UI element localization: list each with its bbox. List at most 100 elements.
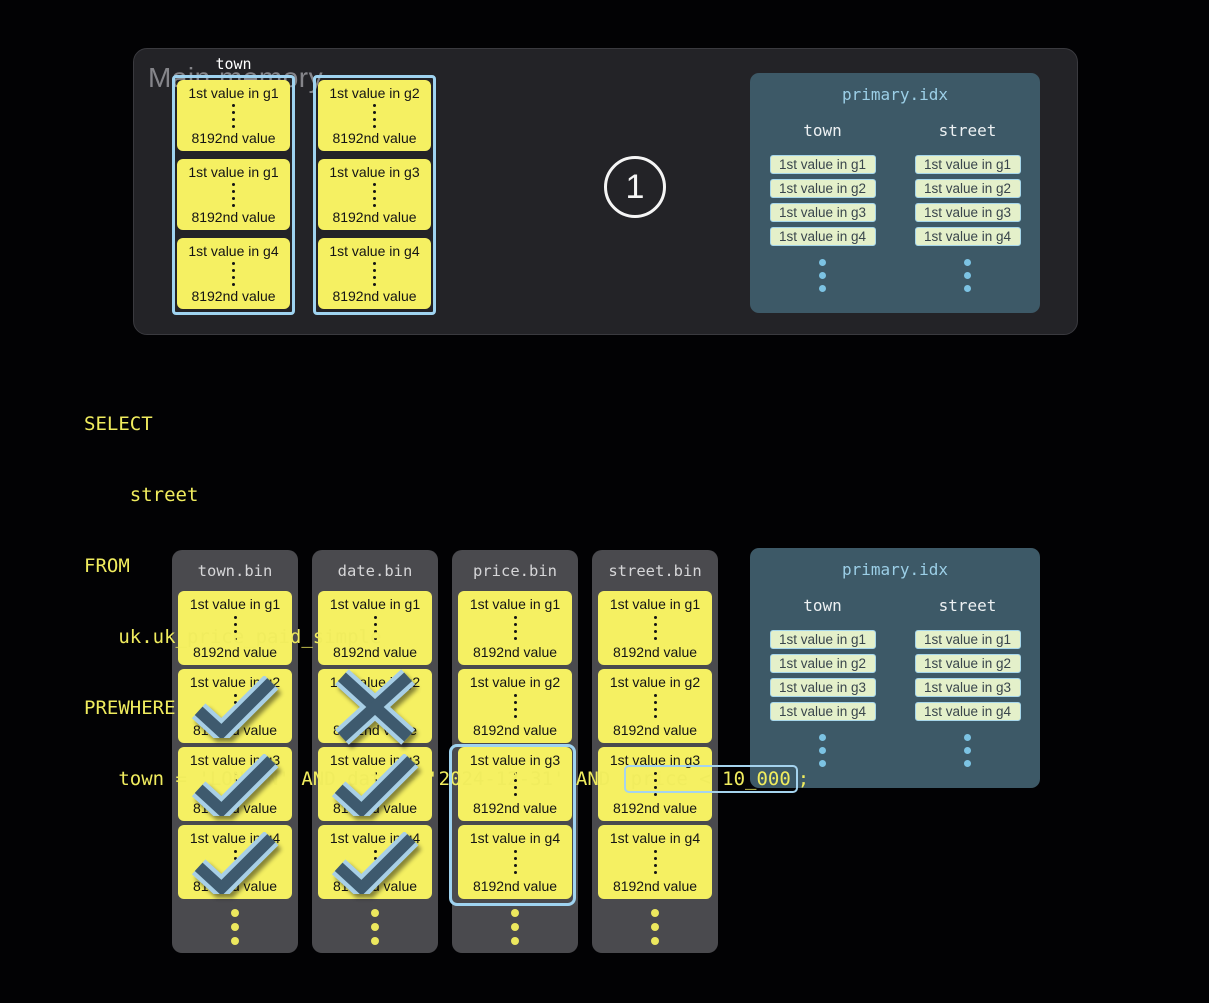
index-entry: 1st value in g3 [914,203,1021,222]
first-value-label: 1st value in g3 [329,164,420,180]
granule-block: 1st value in g4 8192nd value [318,825,432,899]
bin-column-street: street.bin 1st value in g1 8192nd value … [592,550,718,953]
index-entry: 1st value in g2 [769,179,876,198]
first-value-label: 1st value in g3 [469,752,561,768]
sql-line-predicates: town = 'LONDON' AND date > '2024-12-31' … [84,765,809,793]
index-entry: 1st value in g4 [914,227,1021,246]
granule-block: 1st value in g1 8192nd value [318,591,432,665]
first-value-label: 1st value in g3 [609,752,701,768]
vertical-ellipsis [513,616,517,640]
index-entry: 1st value in g4 [769,702,876,721]
first-value-label: 1st value in g1 [188,85,279,101]
index-ellipsis-dots [819,259,826,292]
vertical-ellipsis [232,261,235,286]
first-value-label: 1st value in g4 [188,243,279,259]
check-icon [331,832,419,894]
granule-block: 1st value in g4 8192nd value [458,825,572,899]
vertical-ellipsis [513,694,517,718]
check-icon [191,676,279,738]
granule-block: 1st value in g1 8192nd value [177,159,290,230]
first-value-label: 1st value in g1 [609,596,701,612]
granule-block: 1st value in g3 8192nd value [318,159,431,230]
granule-block: 1st value in g1 8192nd value [458,591,572,665]
first-value-label: 1st value in g4 [329,243,420,259]
last-value-label: 8192nd value [472,722,558,738]
vertical-ellipsis [373,261,376,286]
town-column-label: town [215,55,252,73]
last-value-label: 8192nd value [472,878,558,894]
last-value-label: 8192nd value [191,130,276,146]
price-predicate-box: price < 10_000 [623,765,798,793]
granule-block: 1st value in g1 8192nd value [177,80,290,151]
vertical-ellipsis [653,616,657,640]
vertical-ellipsis [653,850,657,874]
last-value-label: 8192nd value [612,722,698,738]
vertical-ellipsis [373,103,376,128]
index-entry: 1st value in g2 [914,179,1021,198]
first-value-label: 1st value in g1 [189,596,281,612]
index-entry: 1st value in g4 [769,227,876,246]
last-value-label: 8192nd value [472,800,558,816]
vertical-ellipsis [653,772,657,796]
index-entry: 1st value in g1 [914,630,1021,649]
first-value-label: 1st value in g2 [609,674,701,690]
vertical-ellipsis [233,616,237,640]
bin-column-town: town.bin 1st value in g1 8192nd value 1s… [172,550,298,953]
check-icon [191,832,279,894]
granule-block: 1st value in g3 8192nd value [318,747,432,821]
memory-column-2: 1st value in g2 8192nd value 1st value i… [313,75,436,315]
granule-block: 1st value in g1 8192nd value [178,591,292,665]
index-column-town: town 1st value in g1 1st value in g2 1st… [750,121,895,292]
index-entry: 1st value in g3 [769,678,876,697]
vertical-ellipsis [373,616,377,640]
last-value-label: 8192nd value [332,209,417,225]
last-value-label: 8192nd value [472,644,558,660]
check-icon [191,754,279,816]
bin-column-title: date.bin [337,562,413,580]
first-value-label: 1st value in g4 [469,830,561,846]
first-value-label: 1st value in g1 [329,596,421,612]
last-value-label: 8192nd value [332,288,417,304]
last-value-label: 8192nd value [192,644,278,660]
cross-icon [334,669,416,745]
granule-block: 1st value in g2 8192nd value [458,669,572,743]
granule-block: 1st value in g4 8192nd value [177,238,290,309]
primary-index-panel-top: primary.idx town 1st value in g1 1st val… [750,73,1040,313]
bin-ellipsis-dots [651,909,659,945]
sql-predicates-text: town = 'LONDON' AND date > '2024-12-31' … [84,768,622,790]
vertical-ellipsis [513,772,517,796]
vertical-ellipsis [653,694,657,718]
index-column-street: street 1st value in g1 1st value in g2 1… [895,596,1040,767]
index-entry: 1st value in g2 [914,654,1021,673]
last-value-label: 8192nd value [612,878,698,894]
last-value-label: 8192nd value [332,644,418,660]
granule-block: 1st value in g4 8192nd value [598,825,712,899]
check-icon [331,754,419,816]
bin-ellipsis-dots [371,909,379,945]
last-value-label: 8192nd value [612,800,698,816]
sql-line: PREWHERE [84,697,176,719]
index-entry: 1st value in g3 [914,678,1021,697]
vertical-ellipsis [513,850,517,874]
index-entry: 1st value in g4 [914,702,1021,721]
index-column-street: street 1st value in g1 1st value in g2 1… [895,121,1040,292]
sql-line: uk.uk_price_paid_simple [84,626,382,648]
last-value-label: 8192nd value [191,288,276,304]
memory-column-1: 1st value in g1 8192nd value 1st value i… [172,75,295,315]
sql-query: SELECT street FROM uk.uk_price_paid_simp… [84,367,809,837]
bin-ellipsis-dots [511,909,519,945]
granule-block: 1st value in g3 8192nd value [598,747,712,821]
bin-column-title: town.bin [197,562,273,580]
first-value-label: 1st value in g2 [469,674,561,690]
index-column-town: town 1st value in g1 1st value in g2 1st… [750,596,895,767]
granule-block: 1st value in g1 8192nd value [598,591,712,665]
primary-index-title: primary.idx [842,85,948,104]
first-value-label: 1st value in g1 [469,596,561,612]
sql-line: FROM [84,555,130,577]
index-ellipsis-dots [964,734,971,767]
granule-block: 1st value in g3 8192nd value [458,747,572,821]
index-ellipsis-dots [819,734,826,767]
granule-block: 1st value in g2 8192nd value [598,669,712,743]
index-entry: 1st value in g1 [769,630,876,649]
